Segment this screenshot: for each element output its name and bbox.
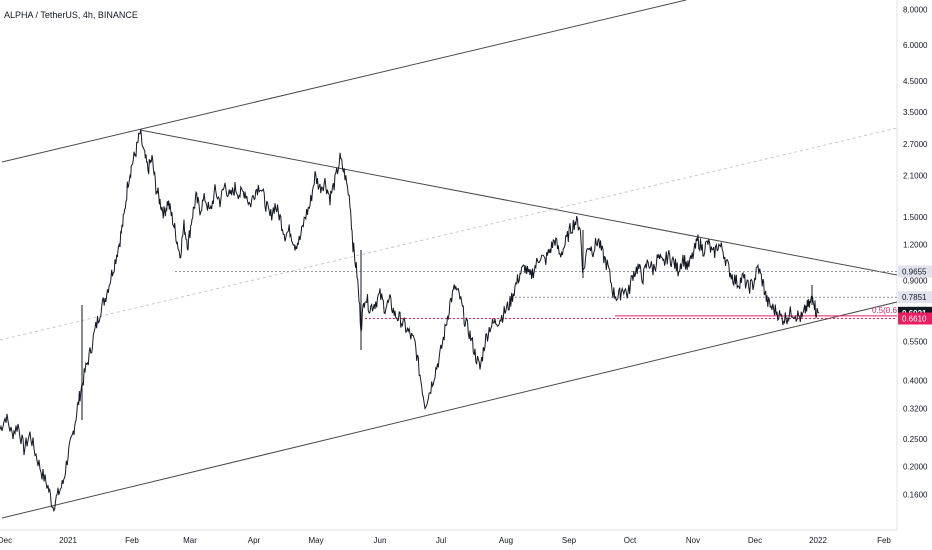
x-tick-label: 2021 bbox=[59, 536, 77, 545]
y-tick-label: 0.2500 bbox=[903, 435, 928, 444]
dashed-midline bbox=[0, 127, 898, 341]
lower-channel-line bbox=[1, 301, 898, 519]
descending-trendline bbox=[139, 129, 898, 276]
y-tick-label: 0.9000 bbox=[903, 276, 928, 285]
x-tick-label: May bbox=[308, 536, 323, 545]
price-badge-label: 0.6610 bbox=[902, 315, 927, 324]
x-tick-label: Dec bbox=[748, 536, 762, 545]
y-tick-label: 1.2000 bbox=[903, 241, 928, 250]
x-tick-label: Dec bbox=[0, 536, 12, 545]
price-badge-bg bbox=[898, 291, 932, 304]
y-tick-label: 8.0000 bbox=[903, 6, 928, 15]
price-badge-label: 0.9655 bbox=[902, 268, 927, 277]
x-tick-label: Jul bbox=[436, 536, 446, 545]
x-tick-label: Jun bbox=[374, 536, 387, 545]
y-tick-label: 0.3200 bbox=[903, 404, 928, 413]
x-tick-label: Feb bbox=[125, 536, 139, 545]
y-tick-label: 2.1000 bbox=[903, 171, 928, 180]
x-tick-label: Sep bbox=[562, 536, 577, 545]
y-tick-label: 0.5500 bbox=[903, 337, 928, 346]
x-tick-label: Feb bbox=[877, 536, 891, 545]
y-tick-label: 3.5000 bbox=[903, 108, 928, 117]
upper-channel-line bbox=[1, 0, 687, 163]
y-tick-label: 4.5000 bbox=[903, 77, 928, 86]
y-tick-label: 0.4000 bbox=[903, 377, 928, 386]
symbol-title: ALPHA / TetherUS, 4h, BINANCE bbox=[4, 10, 138, 20]
fib-label: 0.5(0.6 bbox=[872, 306, 897, 315]
x-tick-label: Mar bbox=[183, 536, 197, 545]
y-tick-label: 1.5000 bbox=[903, 213, 928, 222]
price-series-line bbox=[0, 129, 820, 512]
y-tick-label: 2.7000 bbox=[903, 140, 928, 149]
price-badge-label: 0.7851 bbox=[902, 293, 927, 302]
price-badge-bg bbox=[898, 265, 932, 278]
y-tick-label: 0.2000 bbox=[903, 463, 928, 472]
x-tick-label: Nov bbox=[686, 536, 700, 545]
y-tick-label: 0.1600 bbox=[903, 490, 928, 499]
x-tick-label: 2022 bbox=[809, 536, 827, 545]
x-tick-label: Aug bbox=[499, 536, 513, 545]
x-tick-label: Apr bbox=[248, 536, 261, 545]
y-tick-label: 6.0000 bbox=[903, 41, 928, 50]
price-badge-bg bbox=[898, 312, 932, 325]
x-tick-label: Oct bbox=[624, 536, 637, 545]
